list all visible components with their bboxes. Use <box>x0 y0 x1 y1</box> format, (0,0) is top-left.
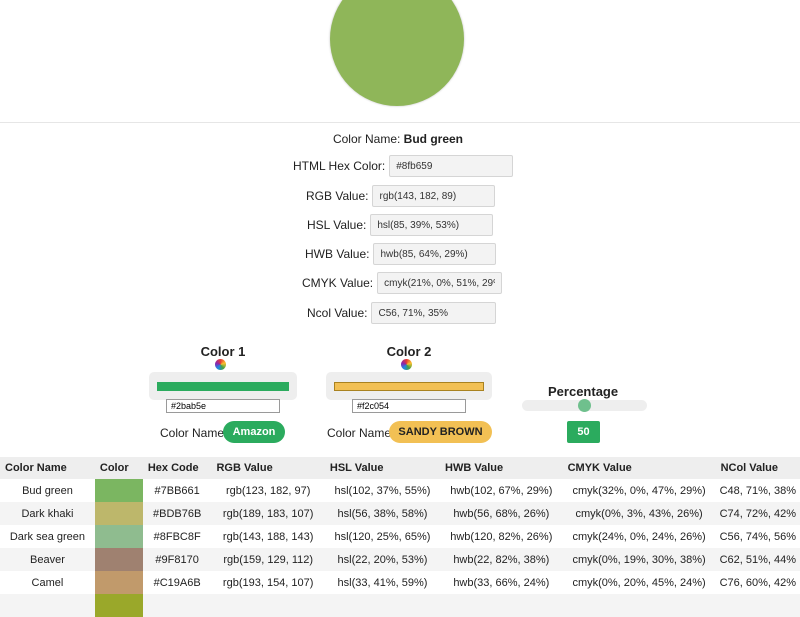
cmyk-field-row: CMYK Value: <box>302 271 503 295</box>
cell-hex: #BDB76B <box>142 502 212 525</box>
color1-bar <box>157 381 289 391</box>
cell-hwb: hwb(22, 82%, 38%) <box>440 548 563 571</box>
cell-swatch <box>94 594 143 617</box>
color-name-value: Bud green <box>403 132 464 146</box>
cell-hsl: hsl(56, 38%, 58%) <box>324 502 441 525</box>
ncol-field-row: Ncol Value: <box>307 301 497 325</box>
cell-ncol: C56, 74%, 56% <box>719 530 796 543</box>
cell-rgb: rgb(143, 188, 143) <box>222 530 314 543</box>
cell-swatch <box>94 525 143 548</box>
color2-name-pill: SANDY BROWN <box>389 421 492 443</box>
rgb-field-row: RGB Value: <box>306 184 496 208</box>
percentage-slider-thumb[interactable] <box>578 399 591 412</box>
table-row[interactable]: Dark khaki #BDB76B rgb(189, 183, 107) hs… <box>0 502 800 525</box>
color1-bar-panel[interactable] <box>149 372 297 400</box>
cell-ncol: C74, 72%, 42% <box>715 502 800 525</box>
hex-field-label: HTML Hex Color: <box>293 159 386 173</box>
cell-cmyk: cmyk(0%, 3%, 43%, 26%) <box>562 502 716 525</box>
color-name-display: Color Name: Bud green <box>0 132 796 146</box>
hsl-field-row: HSL Value: <box>307 213 494 237</box>
color1-name-pill: Amazon <box>223 421 285 443</box>
cell-name: Camel <box>31 576 64 589</box>
hwb-value-field[interactable] <box>373 243 497 265</box>
color1-name-label: Color Name: <box>160 426 228 440</box>
cell-hex: #7BB661 <box>154 484 200 497</box>
cell-name: Dark khaki <box>0 502 95 525</box>
hwb-field-row: HWB Value: <box>305 242 497 266</box>
cell-ncol: C48, 71%, 38% <box>719 484 796 497</box>
percentage-label: Percentage <box>548 384 619 399</box>
cell-swatch <box>94 571 143 594</box>
section-divider <box>0 122 800 123</box>
cell-hex: #C19A6B <box>153 576 201 589</box>
col-header-ncol: NCol Value <box>715 457 800 479</box>
col-header-color: Color <box>94 457 143 479</box>
cell-name: Beaver <box>0 548 95 571</box>
cell-hwb: hwb(33, 66%, 24%) <box>453 576 550 589</box>
color2-bar <box>334 381 484 391</box>
cell-hsl: hsl(33, 41%, 59%) <box>337 576 428 589</box>
cell-cmyk: cmyk(0%, 19%, 30%, 38%) <box>562 548 716 571</box>
cell-hsl: hsl(120, 25%, 65%) <box>334 530 431 543</box>
cell-cmyk: cmyk(24%, 0%, 24%, 26%) <box>572 530 706 543</box>
color-preview-swatch <box>330 0 464 106</box>
cmyk-field-label: CMYK Value: <box>302 276 374 290</box>
cell-swatch <box>94 548 143 571</box>
cell-cmyk: cmyk(0%, 20%, 45%, 24%) <box>572 576 706 589</box>
hsl-field-label: HSL Value: <box>307 218 367 232</box>
cell-hwb: hwb(120, 82%, 26%) <box>450 530 553 543</box>
hex-field-row: HTML Hex Color: <box>293 154 514 178</box>
percentage-value: 50 <box>567 421 600 443</box>
table-row-partial <box>0 594 800 617</box>
hsl-value-field[interactable] <box>370 214 494 236</box>
color-wheel-icon[interactable] <box>215 359 226 370</box>
cell-hex: #8FBC8F <box>153 530 201 543</box>
hwb-field-label: HWB Value: <box>305 247 370 261</box>
cell-rgb: rgb(189, 183, 107) <box>211 502 325 525</box>
cell-hsl: hsl(102, 37%, 55%) <box>334 484 431 497</box>
col-header-cmyk: CMYK Value <box>562 457 716 479</box>
cell-hsl: hsl(22, 20%, 53%) <box>324 548 441 571</box>
cell-hwb: hwb(56, 68%, 26%) <box>440 502 563 525</box>
cell-ncol: C76, 60%, 42% <box>719 576 796 589</box>
color-wheel-icon[interactable] <box>401 359 412 370</box>
col-header-hsl: HSL Value <box>324 457 441 479</box>
table-row[interactable]: Bud green #7BB661 rgb(123, 182, 97) hsl(… <box>0 479 800 502</box>
table-row[interactable]: Beaver #9F8170 rgb(159, 129, 112) hsl(22… <box>0 548 800 571</box>
percentage-slider[interactable] <box>522 399 647 412</box>
color2-hex-input[interactable] <box>352 399 466 413</box>
cell-rgb: rgb(123, 182, 97) <box>225 484 311 497</box>
color2-name-label: Color Name: <box>327 426 395 440</box>
color2-bar-panel[interactable] <box>326 372 492 400</box>
color1-hex-input[interactable] <box>166 399 280 413</box>
hex-value-field[interactable] <box>389 155 514 177</box>
color-name-label: Color Name: <box>332 132 401 146</box>
col-header-hex: Hex Code <box>142 457 212 479</box>
rgb-field-label: RGB Value: <box>306 189 369 203</box>
color2-title: Color 2 <box>386 344 432 359</box>
cell-hex: #9F8170 <box>142 548 212 571</box>
table-header-row: Color Name Color Hex Code RGB Value HSL … <box>0 457 800 479</box>
cell-name: Dark sea green <box>9 530 86 543</box>
table-row[interactable]: Dark sea green #8FBC8F rgb(143, 188, 143… <box>0 525 800 548</box>
ncol-field-label: Ncol Value: <box>307 306 368 320</box>
cell-rgb: rgb(193, 154, 107) <box>222 576 314 589</box>
cell-hwb: hwb(102, 67%, 29%) <box>450 484 553 497</box>
rgb-value-field[interactable] <box>372 185 496 207</box>
cell-name: Bud green <box>22 484 73 497</box>
table-row[interactable]: Camel #C19A6B rgb(193, 154, 107) hsl(33,… <box>0 571 800 594</box>
col-header-rgb: RGB Value <box>211 457 325 479</box>
cell-cmyk: cmyk(32%, 0%, 47%, 29%) <box>572 484 706 497</box>
ncol-value-field[interactable] <box>371 302 497 324</box>
cell-ncol: C62, 51%, 44% <box>715 548 800 571</box>
cell-swatch <box>94 479 143 502</box>
col-header-name: Color Name <box>0 457 95 479</box>
color-table: Color Name Color Hex Code RGB Value HSL … <box>0 457 800 617</box>
col-header-hwb: HWB Value <box>440 457 563 479</box>
cell-swatch <box>94 502 143 525</box>
cell-rgb: rgb(159, 129, 112) <box>211 548 325 571</box>
color1-title: Color 1 <box>200 344 246 359</box>
cmyk-value-field[interactable] <box>377 272 503 294</box>
